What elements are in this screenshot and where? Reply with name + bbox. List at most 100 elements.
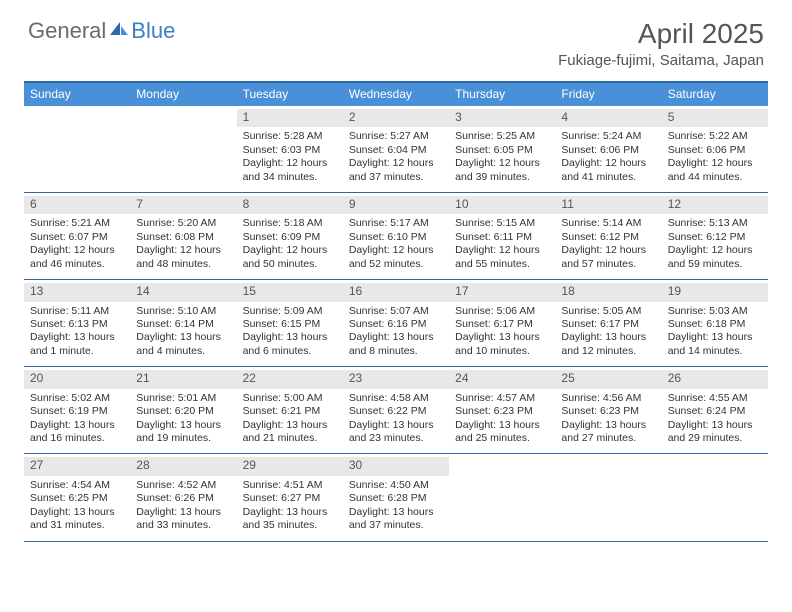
day-detail: Sunset: 6:07 PM [30,231,124,244]
day-detail: Daylight: 12 hours [455,244,549,257]
day-detail: Daylight: 13 hours [668,419,762,432]
day-detail: Daylight: 13 hours [455,331,549,344]
day-detail: Daylight: 12 hours [455,157,549,170]
day-cell: 24Sunrise: 4:57 AMSunset: 6:23 PMDayligh… [449,367,555,453]
day-detail: Sunset: 6:23 PM [455,405,549,418]
day-detail: and 34 minutes. [243,171,337,184]
day-detail: Sunset: 6:08 PM [136,231,230,244]
day-detail: Sunset: 6:21 PM [243,405,337,418]
day-detail: Sunrise: 4:54 AM [30,479,124,492]
day-cell: 28Sunrise: 4:52 AMSunset: 6:26 PMDayligh… [130,454,236,540]
day-number: 6 [24,196,130,214]
day-cell: 17Sunrise: 5:06 AMSunset: 6:17 PMDayligh… [449,280,555,366]
day-number: 12 [662,196,768,214]
day-detail: Sunrise: 5:22 AM [668,130,762,143]
day-detail: Sunset: 6:26 PM [136,492,230,505]
day-number: 29 [237,457,343,475]
day-detail: Sunrise: 4:50 AM [349,479,443,492]
day-detail: Sunrise: 5:15 AM [455,217,549,230]
day-detail: Sunrise: 5:20 AM [136,217,230,230]
day-detail: and 31 minutes. [30,519,124,532]
day-detail: Sunrise: 4:52 AM [136,479,230,492]
day-detail: Sunset: 6:11 PM [455,231,549,244]
day-detail: and 37 minutes. [349,171,443,184]
day-number: 22 [237,370,343,388]
day-number: 9 [343,196,449,214]
day-detail: Daylight: 13 hours [668,331,762,344]
day-cell: 27Sunrise: 4:54 AMSunset: 6:25 PMDayligh… [24,454,130,540]
day-detail: Sunset: 6:04 PM [349,144,443,157]
day-number: 7 [130,196,236,214]
day-detail: and 12 minutes. [561,345,655,358]
day-detail: Sunrise: 4:57 AM [455,392,549,405]
brand-logo: General Blue [28,18,175,44]
day-cell: 4Sunrise: 5:24 AMSunset: 6:06 PMDaylight… [555,106,661,192]
day-detail: Sunset: 6:09 PM [243,231,337,244]
day-number: 19 [662,283,768,301]
week-row: 13Sunrise: 5:11 AMSunset: 6:13 PMDayligh… [24,280,768,367]
day-detail: Sunrise: 5:06 AM [455,305,549,318]
day-cell: 8Sunrise: 5:18 AMSunset: 6:09 PMDaylight… [237,193,343,279]
day-number: 4 [555,109,661,127]
day-detail: and 6 minutes. [243,345,337,358]
day-detail: Sunset: 6:19 PM [30,405,124,418]
day-number: 10 [449,196,555,214]
day-detail: Sunset: 6:12 PM [561,231,655,244]
day-detail: Daylight: 12 hours [668,157,762,170]
day-cell: 2Sunrise: 5:27 AMSunset: 6:04 PMDaylight… [343,106,449,192]
day-number: 20 [24,370,130,388]
day-detail: Daylight: 12 hours [349,157,443,170]
day-detail: Daylight: 12 hours [561,244,655,257]
day-detail: Sunrise: 5:05 AM [561,305,655,318]
day-cell: 14Sunrise: 5:10 AMSunset: 6:14 PMDayligh… [130,280,236,366]
day-detail: Sunrise: 4:55 AM [668,392,762,405]
day-cell: 23Sunrise: 4:58 AMSunset: 6:22 PMDayligh… [343,367,449,453]
day-detail: Daylight: 12 hours [243,244,337,257]
day-detail: Sunset: 6:10 PM [349,231,443,244]
day-detail: Daylight: 13 hours [561,419,655,432]
day-cell: 11Sunrise: 5:14 AMSunset: 6:12 PMDayligh… [555,193,661,279]
day-cell: 29Sunrise: 4:51 AMSunset: 6:27 PMDayligh… [237,454,343,540]
day-number: 16 [343,283,449,301]
day-detail: Sunset: 6:20 PM [136,405,230,418]
day-detail: Daylight: 13 hours [136,419,230,432]
day-number: 27 [24,457,130,475]
day-detail: Daylight: 13 hours [561,331,655,344]
day-detail: Sunrise: 5:27 AM [349,130,443,143]
day-detail: Sunset: 6:16 PM [349,318,443,331]
day-detail: Daylight: 13 hours [243,331,337,344]
day-detail: and 46 minutes. [30,258,124,271]
day-cell: 20Sunrise: 5:02 AMSunset: 6:19 PMDayligh… [24,367,130,453]
day-number: 3 [449,109,555,127]
day-detail: Sunrise: 5:07 AM [349,305,443,318]
day-cell: 22Sunrise: 5:00 AMSunset: 6:21 PMDayligh… [237,367,343,453]
day-number: 25 [555,370,661,388]
day-number: 8 [237,196,343,214]
weekday-tue: Tuesday [237,83,343,106]
day-detail: and 25 minutes. [455,432,549,445]
day-detail: and 59 minutes. [668,258,762,271]
week-row: 6Sunrise: 5:21 AMSunset: 6:07 PMDaylight… [24,193,768,280]
day-detail: and 39 minutes. [455,171,549,184]
weekday-thu: Thursday [449,83,555,106]
day-detail: and 41 minutes. [561,171,655,184]
day-detail: Sunset: 6:06 PM [668,144,762,157]
day-detail: and 50 minutes. [243,258,337,271]
day-detail: and 8 minutes. [349,345,443,358]
week-row: 27Sunrise: 4:54 AMSunset: 6:25 PMDayligh… [24,454,768,541]
day-number: 15 [237,283,343,301]
day-cell: 10 Sunrise: 5:15 AMSunset: 6:11 PMDayligh… [449,193,555,279]
day-detail: Daylight: 13 hours [349,419,443,432]
day-detail: Daylight: 13 hours [243,419,337,432]
day-detail: Sunrise: 5:25 AM [455,130,549,143]
brand-part1: General [28,18,106,44]
weekday-fri: Friday [555,83,661,106]
day-detail: and 44 minutes. [668,171,762,184]
day-cell: 18Sunrise: 5:05 AMSunset: 6:17 PMDayligh… [555,280,661,366]
day-detail: and 37 minutes. [349,519,443,532]
day-detail: Sunrise: 5:01 AM [136,392,230,405]
day-detail: Daylight: 13 hours [136,331,230,344]
day-detail: Daylight: 12 hours [30,244,124,257]
day-detail: Sunset: 6:27 PM [243,492,337,505]
day-detail: Sunrise: 5:03 AM [668,305,762,318]
